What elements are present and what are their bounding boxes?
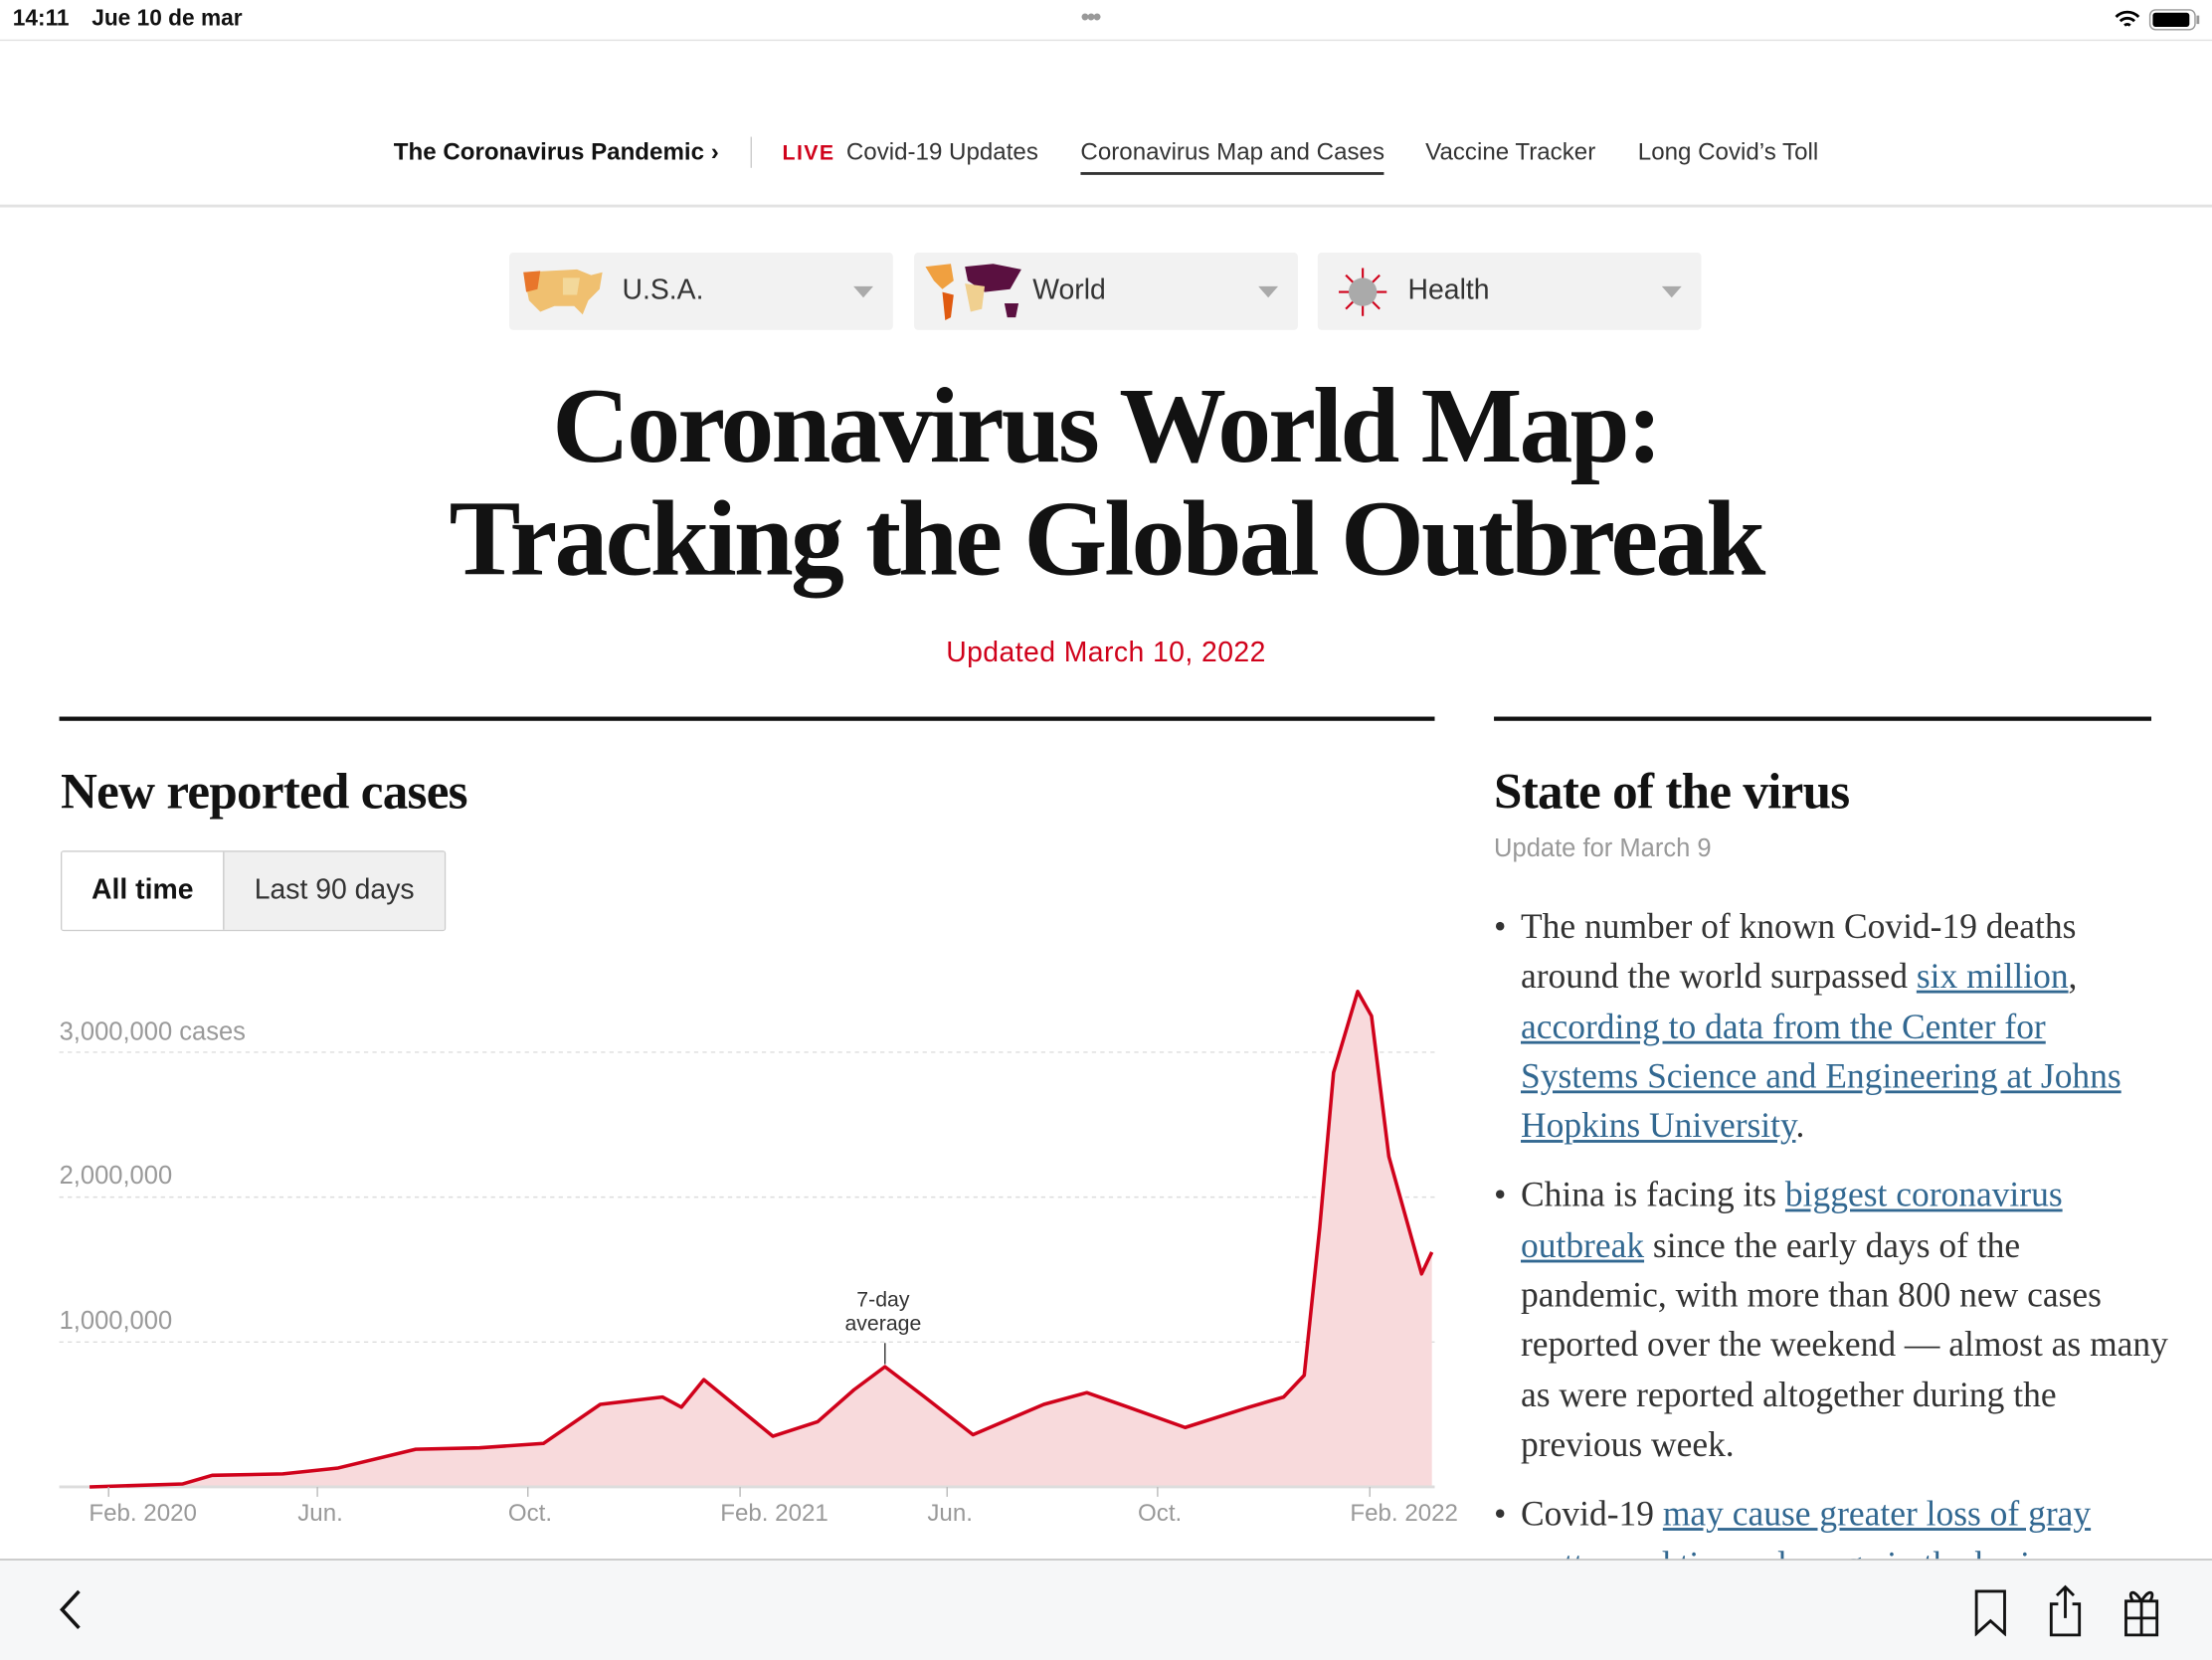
- seven-day-average-line: [90, 990, 1434, 1489]
- bookmark-icon[interactable]: [1973, 1588, 2007, 1637]
- state-heading: State of the virus: [1494, 763, 1850, 821]
- link-jhu-data[interactable]: according to data from the Center for Sy…: [1521, 1008, 2121, 1146]
- nav-item-long-covid[interactable]: Long Covid’s Toll: [1637, 138, 1819, 165]
- section-nav: The Coronavirus Pandemic › LIVE Covid-19…: [0, 129, 2212, 175]
- bullet-text: .: [1795, 1107, 1805, 1146]
- updated-timestamp: Updated March 10, 2022: [946, 638, 1266, 669]
- x-tick-label: Oct.: [507, 1499, 553, 1527]
- wifi-icon: [2115, 10, 2140, 27]
- area-fill: [90, 991, 1432, 1487]
- title-line-1: Coronavirus World Map:: [552, 366, 1662, 485]
- usa-map-icon: [523, 269, 603, 314]
- nav-divider-line: [0, 204, 2212, 208]
- x-tick-label: Feb. 2021: [720, 1499, 829, 1527]
- x-tick-label: Oct.: [1138, 1499, 1183, 1527]
- world-dropdown[interactable]: World: [914, 252, 1298, 330]
- x-tick-label: Jun.: [927, 1499, 973, 1527]
- section-rule: [59, 716, 1435, 721]
- link-china-outbreak[interactable]: biggest coronavirus outbreak: [1521, 1177, 2063, 1265]
- page-title: Coronavirus World Map: Tracking the Glob…: [0, 370, 2212, 596]
- annotation-line-2: average: [844, 1312, 922, 1337]
- bullet-item: China is facing its biggest coronavirus …: [1494, 1172, 2171, 1470]
- state-bullets: The number of known Covid-19 deaths arou…: [1494, 903, 2171, 1609]
- y-tick-label: 3,000,000 cases: [59, 1016, 246, 1046]
- health-dropdown-label: Health: [1407, 275, 1490, 306]
- x-tick-label: Feb. 2020: [89, 1499, 197, 1527]
- bullet-text: ,: [2068, 958, 2078, 997]
- bullet-item: The number of known Covid-19 deaths arou…: [1494, 903, 2171, 1152]
- chevron-down-icon: [1258, 285, 1279, 297]
- annotation-line-1: 7-day: [856, 1287, 910, 1313]
- nav-item-map-and-cases[interactable]: Coronavirus Map and Cases: [1080, 138, 1385, 175]
- bullet-text: China is facing its: [1521, 1177, 1785, 1215]
- link-six-million[interactable]: six million: [1916, 958, 2069, 997]
- live-badge: LIVE: [782, 140, 835, 165]
- virus-icon: [1339, 267, 1387, 316]
- bullet-text: The number of known Covid-19 deaths arou…: [1521, 908, 2077, 997]
- chevron-down-icon: [853, 285, 873, 297]
- multitasking-dots[interactable]: •••: [1080, 2, 1101, 32]
- bottom-toolbar: [0, 1559, 2212, 1660]
- x-tick-label: Jun.: [297, 1499, 343, 1527]
- nav-divider: [749, 136, 752, 168]
- y-tick-label: 1,000,000: [59, 1306, 173, 1335]
- x-tick-label: Feb. 2022: [1350, 1499, 1458, 1527]
- cases-heading: New reported cases: [60, 763, 468, 821]
- chart-annotation: 7-day average: [813, 1288, 954, 1336]
- bullet-text: since the early days of the pandemic, wi…: [1521, 1226, 2168, 1465]
- title-line-2: Tracking the Global Outbreak: [449, 479, 1765, 599]
- bullet-text: Covid-19: [1521, 1495, 1663, 1535]
- usa-dropdown[interactable]: U.S.A.: [509, 252, 893, 330]
- chevron-left-icon[interactable]: [57, 1588, 88, 1631]
- chevron-down-icon: [1661, 285, 1682, 297]
- status-date: Jue 10 de mar: [92, 7, 243, 32]
- nav-item-covid-updates[interactable]: Covid-19 Updates: [845, 138, 1038, 165]
- health-dropdown[interactable]: Health: [1317, 252, 1702, 330]
- status-bar: 14:11 Jue 10 de mar •••: [0, 0, 2212, 42]
- status-time: 14:11: [12, 7, 70, 32]
- battery-icon: [2148, 9, 2200, 31]
- nav-item-vaccine-tracker[interactable]: Vaccine Tracker: [1425, 138, 1596, 165]
- share-icon[interactable]: [2047, 1584, 2084, 1638]
- nav-section-link[interactable]: The Coronavirus Pandemic ›: [393, 138, 719, 165]
- time-range-toggle: All time Last 90 days: [60, 850, 447, 932]
- world-map-icon: [925, 263, 1021, 320]
- world-dropdown-label: World: [1032, 275, 1106, 306]
- gift-icon[interactable]: [2121, 1584, 2161, 1638]
- state-subheading: Update for March 9: [1494, 833, 1712, 862]
- y-tick-label: 2,000,000: [59, 1161, 173, 1190]
- section-rule: [1494, 716, 2152, 721]
- usa-dropdown-label: U.S.A.: [622, 275, 704, 306]
- tab-all-time[interactable]: All time: [62, 851, 224, 930]
- tab-last-90-days[interactable]: Last 90 days: [223, 851, 445, 930]
